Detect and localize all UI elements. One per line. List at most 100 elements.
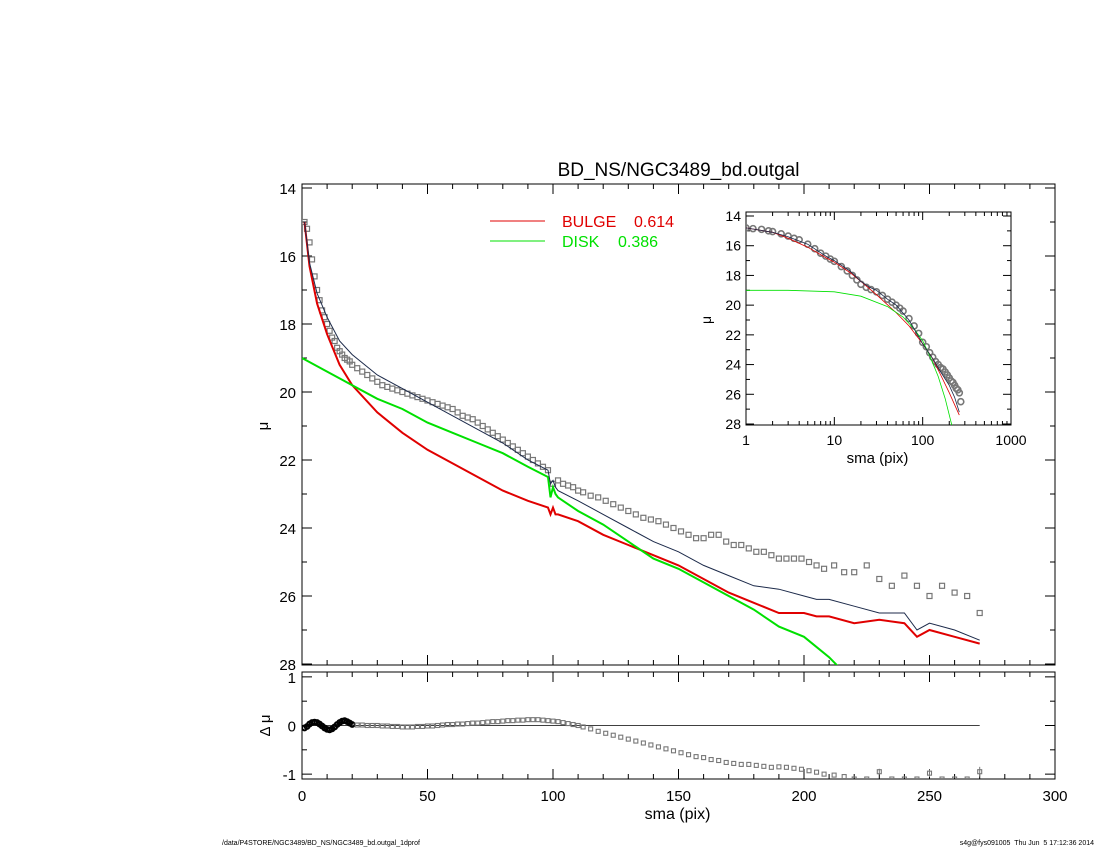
x-tick-label: 1 [742, 432, 750, 448]
y-tick-label: 26 [725, 386, 741, 402]
data-point [876, 575, 883, 583]
residual-point [465, 721, 471, 727]
residual-point [914, 776, 920, 779]
data-point [394, 387, 401, 394]
residual-point [399, 724, 405, 730]
residual-point [455, 721, 461, 727]
data-point [768, 552, 775, 559]
residual-point [545, 718, 551, 724]
y-axis-label: Δ μ [257, 714, 274, 736]
inset-data-point [918, 338, 927, 347]
residual-point [648, 742, 654, 748]
residual-point [565, 721, 571, 727]
residual-point [964, 776, 970, 779]
data-point [617, 504, 624, 511]
residual-point [575, 722, 581, 729]
data-point [595, 494, 602, 501]
residual-point [618, 734, 624, 740]
residual-point [445, 721, 451, 728]
residual-point [495, 719, 501, 725]
residual-point [685, 752, 692, 758]
residual-point [753, 762, 759, 768]
inset-data-point [837, 262, 846, 271]
legend-value-disk: 0.386 [618, 234, 658, 251]
residual-point [389, 723, 395, 730]
residual-point [625, 736, 631, 742]
residual-point [731, 760, 737, 766]
residual-point [348, 721, 356, 728]
footer-file-path: /data/P4STORE/NGC3489/BD_NS/NGC3489_bd.o… [222, 840, 420, 847]
residual-point [515, 717, 521, 723]
data-point [374, 378, 381, 385]
data-layer [302, 218, 983, 665]
y-tick-label: 14 [725, 208, 741, 224]
y-tick-label: 22 [725, 327, 741, 343]
inset-data-layer [746, 224, 965, 425]
residual-point [768, 764, 774, 770]
legend-label-disk: DISK [562, 234, 600, 251]
data-point [913, 582, 921, 589]
residual-point [359, 722, 365, 728]
data-point [670, 524, 677, 532]
residual-point [761, 763, 767, 769]
data-point [753, 548, 760, 555]
data-point [723, 538, 730, 545]
residual-point [670, 748, 677, 754]
data-point [700, 535, 707, 542]
x-tick-label: 100 [540, 788, 565, 805]
data-point [326, 327, 333, 334]
x-tick-label: 50 [419, 788, 436, 805]
legend-label-bulge: BULGE [562, 214, 616, 231]
data-point [640, 514, 647, 521]
data-point [364, 371, 371, 379]
residual-point [889, 776, 895, 779]
residual-point [864, 776, 870, 779]
footer-timestamp: s4g@fys091005 Thu Jun 5 17:12:36 2014 [959, 840, 1094, 847]
residual-point [831, 772, 837, 778]
x-tick-label: 0 [298, 788, 306, 805]
residual-point [813, 769, 820, 775]
residual-point [394, 723, 400, 730]
residual-point [369, 722, 375, 729]
inset-data-point [830, 257, 839, 266]
data-point [499, 436, 506, 443]
series-total-line [304, 221, 980, 641]
residual-point [470, 720, 476, 726]
y-tick-label: 28 [279, 657, 296, 674]
data-point [610, 501, 617, 508]
residual-point [701, 755, 707, 761]
residual-point [490, 719, 496, 725]
inset-series-bulge-line [746, 227, 960, 416]
data-point [399, 388, 406, 396]
y-tick-label: 1 [288, 670, 296, 687]
data-point [464, 414, 471, 421]
y-tick-label: 20 [725, 297, 741, 313]
x-axis-label: sma (pix) [847, 450, 909, 467]
data-point [569, 484, 577, 491]
residual-point [851, 776, 857, 779]
residual-point [460, 721, 466, 727]
data-point [798, 555, 805, 562]
residual-point [841, 774, 847, 779]
residual-point [550, 718, 556, 724]
chart-title: BD_NS/NGC3489_bd.outgal [558, 160, 800, 181]
data-point [831, 562, 838, 569]
residual-point [384, 723, 390, 729]
residual-point [540, 717, 546, 723]
residual-point [354, 722, 360, 728]
data-point [559, 480, 567, 487]
data-point [730, 541, 737, 549]
data-point [439, 402, 446, 409]
residual-point [560, 720, 566, 726]
residual-point [364, 722, 370, 729]
inset-data-point [746, 224, 750, 232]
residual-point [633, 738, 639, 744]
data-point [677, 528, 685, 535]
data-point [685, 531, 692, 538]
inset-series-total-line [746, 227, 960, 413]
legend-value-bulge: 0.614 [634, 214, 674, 231]
residual-point [520, 717, 526, 723]
residual-point [429, 723, 436, 729]
data-point [625, 507, 632, 515]
data-point [851, 569, 858, 576]
